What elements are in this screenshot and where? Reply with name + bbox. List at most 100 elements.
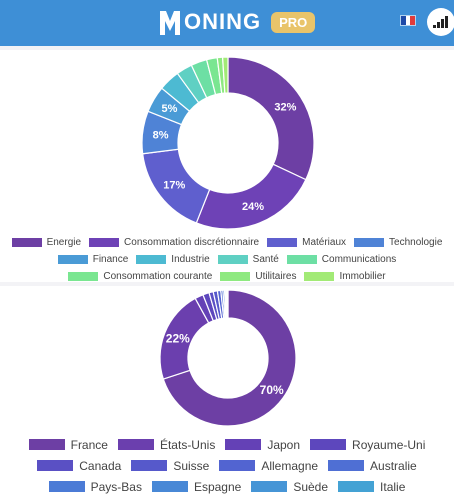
legend-swatch <box>354 238 385 247</box>
legend-label: Suisse <box>173 458 210 473</box>
sector-allocation-card: 32% 24% 17% 8% 5% Energie Consommation discré… <box>0 50 454 282</box>
legend-label: Espagne <box>193 479 242 494</box>
legend-label: Suède <box>293 479 329 494</box>
legend-label: Pays-Bas <box>90 479 142 494</box>
legend-item-etats-unis[interactable]: États-Unis <box>117 434 216 455</box>
country-donut-chart: 70% 22% <box>159 289 297 426</box>
legend-label: Matériaux <box>302 237 347 248</box>
legend-label: Italie <box>380 479 406 494</box>
legend-item-sante[interactable]: Santé <box>217 251 279 268</box>
legend-swatch <box>217 255 248 264</box>
legend-item-canada[interactable]: Canada <box>37 455 121 476</box>
legend-swatch <box>267 238 298 247</box>
legend-swatch <box>89 238 120 247</box>
french-flag-icon[interactable] <box>400 15 416 26</box>
legend-swatch <box>11 238 42 247</box>
legend-item-technologie[interactable]: Technologie <box>354 234 442 251</box>
legend-swatch <box>286 255 317 264</box>
slice-label-finance: 5% <box>162 103 178 115</box>
legend-item-suede[interactable]: Suède <box>251 476 328 497</box>
slice-label-france: 70% <box>260 383 284 397</box>
legend-label: France <box>70 437 108 452</box>
legend-swatch <box>225 439 262 450</box>
country-allocation-card: 70% 22% France États-Unis Japon Royaume-Uni C… <box>0 286 454 500</box>
legend-label: Santé <box>252 254 279 265</box>
legend-row: Consommation courante Utilitaires Immobili… <box>64 268 389 285</box>
slice-label-energie: 32% <box>274 101 296 113</box>
app-name: ONING <box>184 9 262 34</box>
legend-swatch <box>68 272 99 281</box>
legend-row: France États-Unis Japon Royaume-Uni <box>24 434 431 455</box>
legend-row: Canada Suisse Allemagne Australie <box>32 455 421 476</box>
legend-label: États-Unis <box>159 437 216 452</box>
legend-label: Utilitaires <box>255 271 297 282</box>
legend-row: Finance Industrie Santé Communications <box>54 251 401 268</box>
legend-swatch <box>37 460 74 471</box>
legend-item-consommation-discretionnaire[interactable]: Consommation discrétionnaire <box>89 234 259 251</box>
legend-swatch <box>304 272 335 281</box>
legend-item-finance[interactable]: Finance <box>57 251 129 268</box>
legend-label: Finance <box>92 254 129 265</box>
legend-row: Pays-Bas Espagne Suède Italie <box>44 476 411 497</box>
legend-item-industrie[interactable]: Industrie <box>136 251 210 268</box>
account-button[interactable] <box>427 8 454 36</box>
slice-label-etats-unis: 22% <box>166 331 190 345</box>
legend-swatch <box>57 255 88 264</box>
legend-label: Industrie <box>171 254 210 265</box>
legend-swatch <box>117 439 154 450</box>
legend-item-materiaux[interactable]: Matériaux <box>267 234 346 251</box>
slice-italie[interactable] <box>226 289 229 319</box>
country-legend: France États-Unis Japon Royaume-Uni Canada Su… <box>0 434 454 497</box>
legend-item-utilitaires[interactable]: Utilitaires <box>220 268 296 285</box>
legend-label: Japon <box>267 437 301 452</box>
legend-swatch <box>328 460 365 471</box>
legend-swatch <box>251 481 288 492</box>
legend-swatch <box>151 481 188 492</box>
legend-swatch <box>131 460 168 471</box>
legend-label: Australie <box>370 458 417 473</box>
legend-item-immobilier[interactable]: Immobilier <box>304 268 386 285</box>
legend-label: Allemagne <box>261 458 319 473</box>
legend-label: Royaume-Uni <box>352 437 426 452</box>
legend-item-royaume-uni[interactable]: Royaume-Uni <box>310 434 425 455</box>
legend-item-australie[interactable]: Australie <box>328 455 417 476</box>
legend-swatch <box>219 460 256 471</box>
legend-swatch <box>48 481 85 492</box>
signal-bars-icon <box>433 16 448 28</box>
legend-item-energie[interactable]: Energie <box>11 234 82 251</box>
legend-label: Immobilier <box>339 271 386 282</box>
pro-badge: PRO <box>271 11 316 33</box>
slice-label-materiaux: 17% <box>163 180 185 192</box>
legend-swatch <box>338 481 375 492</box>
legend-item-allemagne[interactable]: Allemagne <box>219 455 318 476</box>
legend-item-consommation-courante[interactable]: Consommation courante <box>68 268 212 285</box>
legend-item-italie[interactable]: Italie <box>338 476 405 497</box>
legend-swatch <box>28 439 65 450</box>
legend-item-espagne[interactable]: Espagne <box>151 476 242 497</box>
slice-label-technologie: 8% <box>153 129 169 141</box>
legend-label: Technologie <box>389 237 443 248</box>
sector-legend: Energie Consommation discrétionnaire Matér… <box>0 234 454 285</box>
legend-item-france[interactable]: France <box>28 434 108 455</box>
legend-row: Energie Consommation discrétionnaire Matér… <box>8 234 447 251</box>
slice-label-consommation-discretionnaire: 24% <box>242 201 264 213</box>
legend-label: Energie <box>46 237 82 248</box>
slice-energie[interactable] <box>227 56 315 181</box>
legend-item-pays-bas[interactable]: Pays-Bas <box>48 476 142 497</box>
sector-donut-chart: 32% 24% 17% 8% 5% <box>141 56 315 230</box>
slice-immobilier[interactable] <box>221 56 229 94</box>
app-logo[interactable]: ONING PRO <box>158 6 316 38</box>
app-header: ONING PRO <box>0 0 454 46</box>
legend-item-japon[interactable]: Japon <box>225 434 300 455</box>
slice-consommation-discretionnaire[interactable] <box>195 163 307 230</box>
legend-label: Consommation courante <box>103 271 213 282</box>
legend-swatch <box>310 439 347 450</box>
moning-logo-icon <box>160 11 180 35</box>
legend-item-communications[interactable]: Communications <box>286 251 397 268</box>
legend-swatch <box>220 272 251 281</box>
legend-swatch <box>136 255 167 264</box>
legend-label: Consommation discrétionnaire <box>124 237 260 248</box>
legend-item-suisse[interactable]: Suisse <box>131 455 209 476</box>
slice-france[interactable] <box>162 289 297 426</box>
legend-label: Communications <box>321 254 397 265</box>
